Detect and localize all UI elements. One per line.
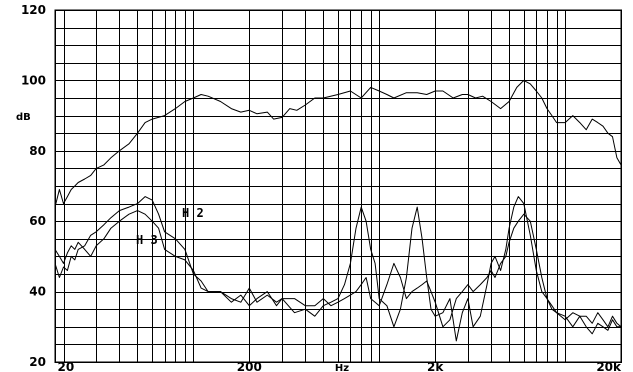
horizontal-grid — [55, 28, 621, 345]
series-label-h3: H 3 — [136, 233, 158, 247]
y-tick-labels: 20 40 60 80 100 120 — [21, 3, 46, 369]
series-line-fundamental — [54, 79, 622, 208]
series-label-h2: H 2 — [182, 206, 204, 220]
series-line-h3 — [54, 210, 622, 328]
y-axis-label: dB — [16, 112, 31, 123]
plot-frame — [54, 9, 622, 363]
series-line-h2 — [54, 196, 621, 342]
series-curves — [54, 79, 622, 342]
x-tick-label: 20k — [596, 360, 622, 372]
x-tick-label: 2k — [427, 360, 444, 372]
x-tick-labels: 20 200 2k 20k — [58, 360, 623, 372]
y-tick-label: 20 — [29, 355, 46, 369]
y-tick-label: 60 — [29, 214, 46, 228]
x-tick-label: 200 — [237, 360, 262, 372]
y-tick-label: 80 — [29, 144, 46, 158]
y-tick-label: 120 — [21, 3, 46, 17]
x-tick-label: 20 — [58, 360, 75, 372]
x-axis-label: Hz — [335, 363, 349, 372]
y-tick-label: 40 — [29, 285, 46, 299]
y-tick-label: 100 — [21, 73, 46, 87]
